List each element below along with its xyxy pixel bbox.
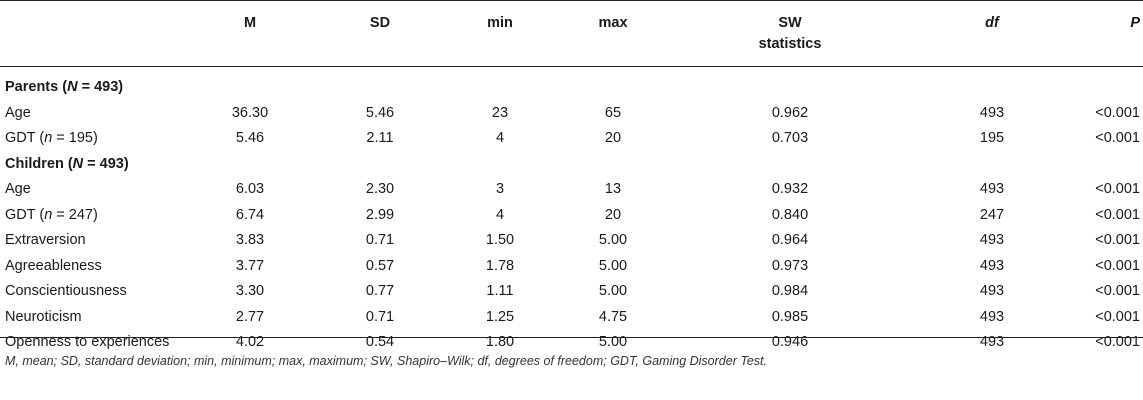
table-row: Agreeableness 3.77 0.57 1.78 5.00 0.973 493 <0.… [0,254,1143,279]
cell-m: 3.30 [235,283,265,299]
cell-df: 493 [979,181,1005,197]
cell-p: <0.001 [1095,257,1140,274]
cell-min: 4 [495,130,505,146]
header-max: max [598,15,628,31]
cell-max: 5.00 [598,232,628,248]
row-label: GDT (n = 247) [5,206,98,223]
cell-m: 6.03 [235,181,265,197]
cell-p: <0.001 [1095,130,1140,146]
cell-p: <0.001 [1095,308,1140,325]
cell-m: 6.74 [235,206,265,223]
cell-m: 2.77 [235,308,265,325]
cell-max: 5.00 [598,334,628,350]
row-label: Openness to experiences [5,334,170,350]
section-header-row: Parents (N = 493) [0,75,1143,100]
row-label: GDT (n = 195) [5,130,98,146]
cell-min: 1.78 [485,257,515,274]
cell-max: 5.00 [598,257,628,274]
row-label: Agreeableness [5,257,102,274]
cell-sw: 0.962 [771,104,809,121]
cell-min: 1.11 [486,283,514,299]
cell-sd: 0.54 [365,334,395,350]
cell-max: 13 [604,181,622,197]
cell-p: <0.001 [1095,334,1140,350]
cell-sw: 0.932 [771,181,809,197]
cell-m: 3.77 [235,257,265,274]
table-top-rule [0,0,1143,1]
cell-min: 23 [491,104,509,121]
row-label: Age [5,104,31,121]
cell-sw: 0.973 [771,257,809,274]
cell-p: <0.001 [1095,104,1140,121]
cell-df: 493 [979,308,1005,325]
cell-m: 4.02 [235,334,265,350]
header-min: min [487,15,513,31]
table-row: Conscientiousness 3.30 0.77 1.11 5.00 0.984 49… [0,279,1143,304]
cell-p: <0.001 [1095,181,1140,197]
cell-sw: 0.985 [771,308,809,325]
cell-df: 493 [979,104,1005,121]
cell-sd: 2.99 [365,206,395,223]
table-row: Extraversion 3.83 0.71 1.50 5.00 0.964 493 <0.0… [0,228,1143,253]
table-row: GDT (n = 247) 6.74 2.99 4 20 0.840 247 <0.001 [0,203,1143,228]
cell-sw: 0.984 [771,283,809,299]
cell-sd: 0.57 [365,257,395,274]
cell-df: 493 [979,334,1005,350]
row-label: Neuroticism [5,308,82,325]
cell-df: 493 [979,257,1005,274]
header-rule [0,66,1143,67]
cell-p: <0.001 [1095,283,1140,299]
cell-p: <0.001 [1095,232,1140,248]
cell-df: 493 [979,283,1005,299]
header-df: df [985,15,999,31]
header-sw-line2: statistics [758,36,822,52]
row-label: Age [5,181,31,197]
cell-sd: 0.77 [365,283,395,299]
cell-sw: 0.964 [771,232,809,248]
table-row: GDT (n = 195) 5.46 2.11 4 20 0.703 195 <0.001 [0,126,1143,151]
cell-min: 1.25 [485,308,515,325]
table-row: Age 36.30 5.46 23 65 0.962 493 <0.001 [0,101,1143,126]
table-row: Openness to experiences 4.02 0.54 1.80 5.00 0… [0,330,1143,355]
cell-sd: 0.71 [365,232,395,248]
cell-sd: 0.71 [365,308,395,325]
cell-max: 5.00 [598,283,628,299]
section-label: Parents (N = 493) [5,79,124,95]
cell-sd: 5.46 [365,104,395,121]
cell-df: 195 [979,130,1005,146]
section-header-row: Children (N = 493) [0,152,1143,177]
cell-min: 4 [495,206,505,223]
row-label: Conscientiousness [5,283,127,299]
header-p: P [1130,15,1140,31]
table-bottom-rule [0,337,1143,338]
cell-sd: 2.30 [365,181,395,197]
cell-max: 20 [604,130,622,146]
cell-df: 247 [979,206,1005,223]
cell-m: 36.30 [231,104,269,121]
cell-m: 5.46 [235,130,265,146]
table-row: Age 6.03 2.30 3 13 0.932 493 <0.001 [0,177,1143,202]
cell-min: 3 [495,181,505,197]
cell-max: 65 [604,104,622,121]
cell-sw: 0.703 [771,130,809,146]
cell-max: 4.75 [598,308,628,325]
cell-sd: 2.11 [366,130,394,146]
section-label: Children (N = 493) [5,155,129,172]
cell-sw: 0.840 [771,206,809,223]
table-footnote: M, mean; SD, standard deviation; min, mi… [5,354,767,368]
cell-df: 493 [979,232,1005,248]
cell-min: 1.80 [485,334,515,350]
header-sd: SD [369,15,391,31]
table-row: Neuroticism 2.77 0.71 1.25 4.75 0.985 493 <0.00… [0,305,1143,330]
header-sw-line1: SW [778,15,802,31]
row-label: Extraversion [5,232,86,248]
cell-p: <0.001 [1095,206,1140,223]
cell-min: 1.50 [485,232,515,248]
header-m: M [243,15,257,31]
cell-max: 20 [604,206,622,223]
cell-m: 3.83 [235,232,265,248]
cell-sw: 0.946 [771,334,809,350]
